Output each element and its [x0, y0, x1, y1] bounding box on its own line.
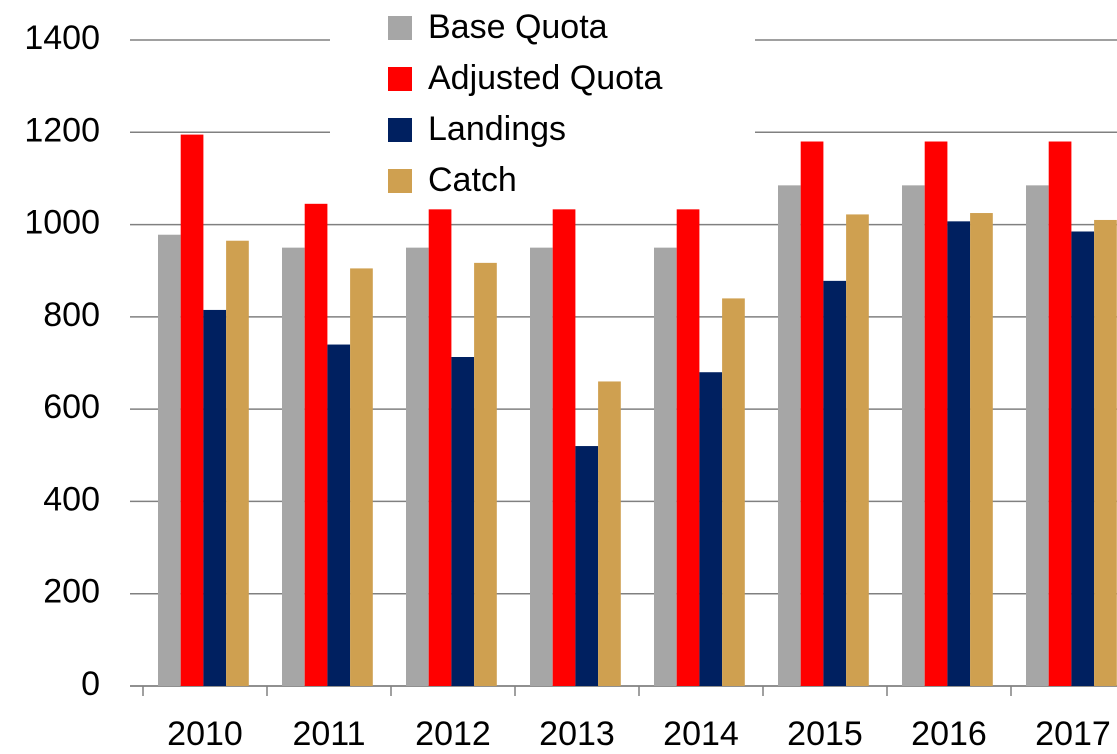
y-tick-label: 400	[43, 480, 100, 518]
x-tick-label: 2016	[911, 715, 987, 753]
bar	[530, 247, 553, 686]
bar	[1094, 219, 1117, 686]
x-tick-label: 2015	[787, 715, 863, 753]
x-tick-label: 2013	[539, 715, 615, 753]
bar	[722, 298, 745, 686]
legend-label: Base Quota	[428, 8, 608, 46]
bar	[226, 240, 249, 686]
bar	[180, 134, 204, 687]
bar	[902, 185, 925, 686]
bar	[474, 262, 497, 686]
y-tick-label: 200	[43, 573, 100, 611]
legend-swatch	[388, 169, 412, 193]
y-tick-label: 0	[81, 665, 100, 703]
legend-label: Landings	[428, 110, 566, 148]
bar	[203, 309, 227, 686]
bar	[676, 209, 700, 686]
bar	[575, 446, 599, 686]
legend-swatch	[388, 67, 412, 91]
bar	[970, 213, 993, 687]
bar	[778, 185, 801, 686]
bar	[1026, 185, 1049, 686]
bar	[327, 344, 351, 686]
x-tick-label: 2017	[1035, 715, 1111, 753]
y-tick-label: 1400	[24, 19, 100, 57]
bar	[158, 234, 181, 687]
bar	[699, 372, 723, 686]
x-tick-label: 2014	[663, 715, 739, 753]
bar	[1071, 231, 1095, 686]
x-tick-label: 2012	[415, 715, 491, 753]
bar	[552, 209, 576, 686]
y-tick-label: 1000	[24, 204, 100, 242]
legend-label: Catch	[428, 161, 517, 199]
bar	[598, 381, 621, 686]
bar	[654, 247, 677, 686]
bar	[350, 268, 373, 686]
y-tick-label: 1200	[24, 111, 100, 149]
bar	[428, 209, 452, 686]
legend-swatch	[388, 118, 412, 142]
bar	[451, 357, 475, 686]
bar	[800, 141, 824, 686]
bar	[282, 247, 305, 686]
bar	[846, 214, 869, 687]
legend-label: Adjusted Quota	[428, 59, 662, 97]
y-tick-label: 600	[43, 388, 100, 426]
bar	[1048, 141, 1072, 686]
bar	[406, 247, 429, 686]
x-tick-label: 2011	[292, 715, 365, 753]
bar	[947, 221, 971, 686]
y-tick-label: 800	[43, 296, 100, 334]
bar	[823, 280, 847, 686]
x-tick-label: 2010	[167, 715, 243, 753]
legend-swatch	[388, 16, 412, 40]
bar	[304, 203, 328, 687]
bar	[924, 141, 948, 686]
